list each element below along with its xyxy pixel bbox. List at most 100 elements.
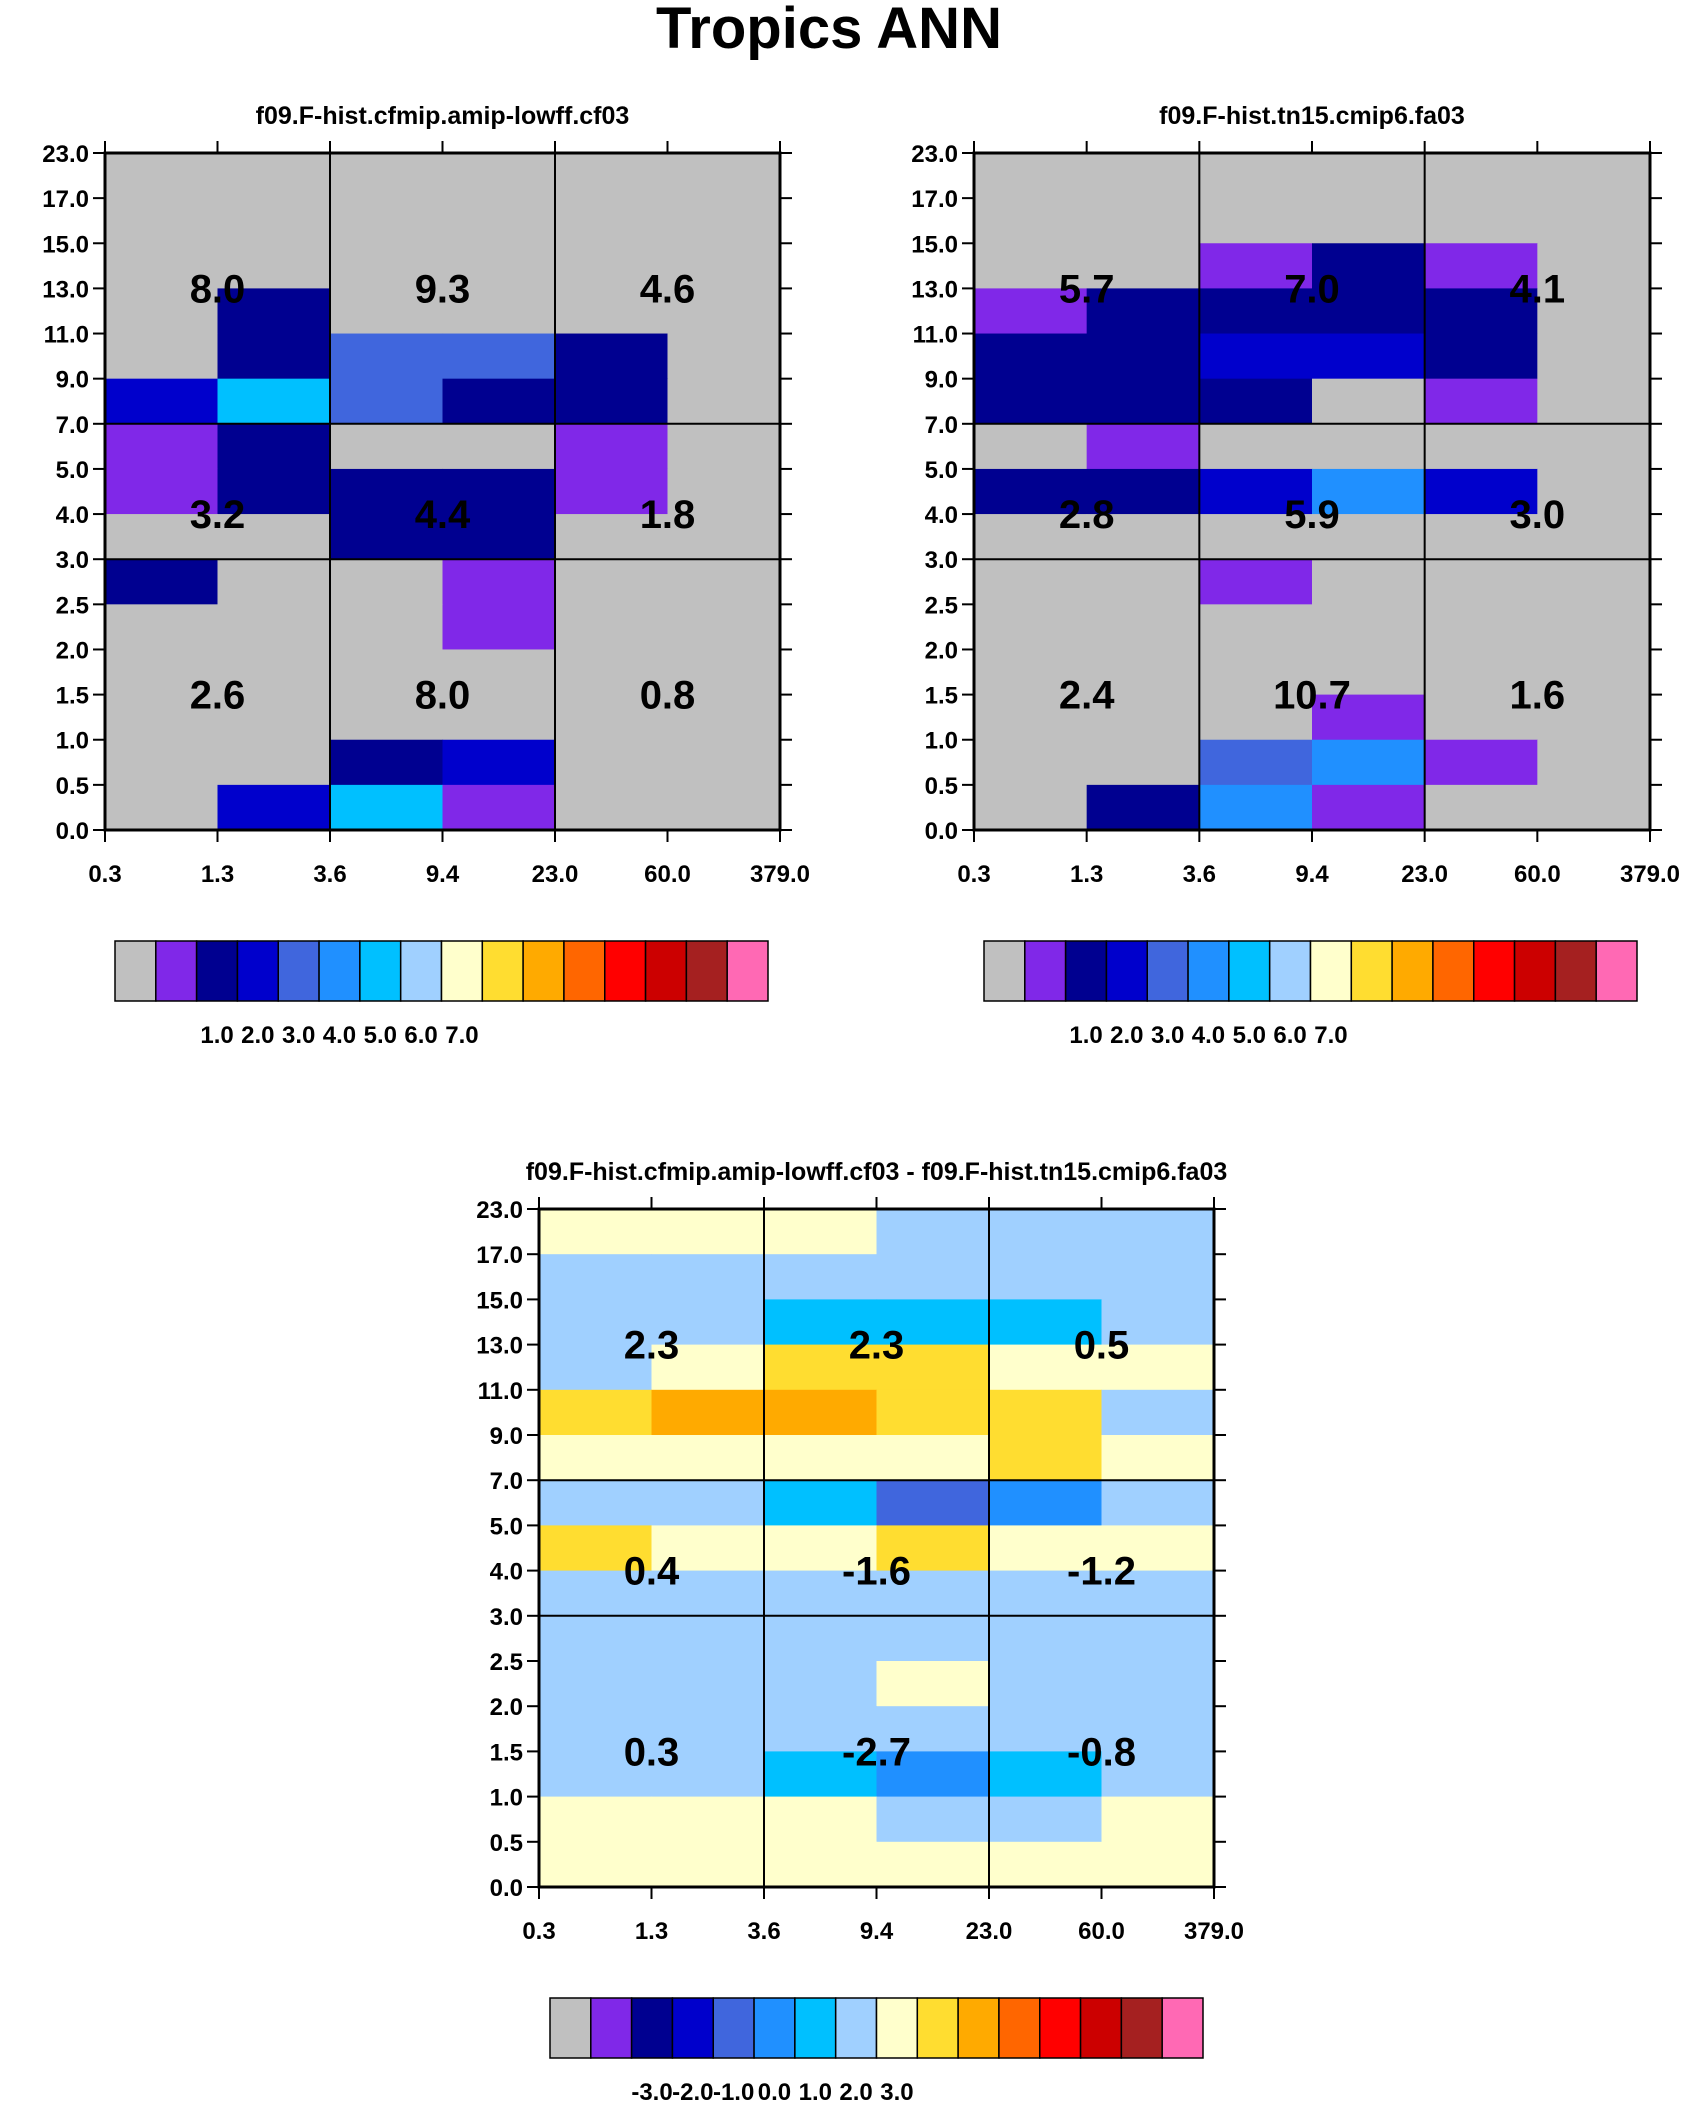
heatmap-cell: [105, 198, 219, 244]
colorbar-swatch: [1039, 1997, 1082, 2059]
heatmap-cell: [539, 1435, 653, 1481]
heatmap-cell: [651, 1209, 765, 1255]
colorbar-label: 7.0: [1314, 1022, 1347, 1049]
heatmap-cell: [1537, 649, 1651, 696]
heatmap-cell: [1424, 198, 1538, 244]
y-tick-label: 11.0: [44, 322, 89, 349]
region-value-label: 1.8: [640, 493, 696, 537]
heatmap-cell: [989, 1480, 1103, 1526]
heatmap-cell: [539, 1615, 653, 1662]
heatmap-cell: [989, 1570, 1103, 1617]
heatmap-cell: [764, 1525, 878, 1572]
heatmap-cell: [1086, 739, 1200, 786]
y-tick-label: 15.0: [476, 1287, 523, 1314]
colorbar-label: 0.0: [758, 2079, 791, 2106]
heatmap-cell: [1312, 559, 1426, 605]
heatmap-cell: [974, 198, 1088, 244]
heatmap-cell: [876, 1435, 990, 1481]
region-value-label: 4.1: [1510, 267, 1566, 311]
y-tick-label: 11.0: [913, 322, 958, 349]
heatmap-cell: [217, 198, 331, 244]
heatmap-cell: [442, 514, 556, 560]
colorbar-label: 2.0: [241, 1022, 274, 1049]
heatmap-cell: [1086, 378, 1200, 425]
heatmap-cell: [1312, 423, 1426, 470]
heatmap-cell: [1537, 514, 1651, 560]
region-value-label: 2.3: [624, 1324, 680, 1368]
heatmap-cell: [539, 1389, 653, 1436]
heatmap-cell: [974, 784, 1088, 831]
colorbar-label: 1.0: [200, 1022, 233, 1049]
colorbar-swatch: [1473, 940, 1516, 1002]
region-value-label: 0.3: [624, 1730, 680, 1774]
heatmap-cell: [876, 1661, 990, 1707]
colorbar-swatch: [114, 940, 157, 1002]
colorbar-label: 1.0: [799, 2079, 832, 2106]
heatmap-cell: [876, 1480, 990, 1526]
colorbar-swatch: [916, 1997, 959, 2059]
heatmap-cell: [1424, 288, 1538, 335]
region-value-label: 4.6: [640, 267, 696, 311]
heatmap-cell: [217, 378, 331, 425]
heatmap-cell: [1424, 649, 1538, 696]
heatmap-cell: [105, 333, 219, 380]
heatmap-cell: [651, 1615, 765, 1662]
heatmap-cell: [555, 739, 669, 786]
heatmap-cell: [1101, 1706, 1215, 1752]
y-tick-label: 0.5: [490, 1830, 523, 1857]
heatmap-cell: [1199, 784, 1313, 831]
y-tick-label: 3.0: [490, 1604, 523, 1631]
x-tick-label: 60.0: [1078, 1918, 1125, 1945]
heatmap-cell: [217, 153, 331, 199]
colorbar-label: 3.0: [1151, 1022, 1184, 1049]
panel-title: f09.F-hist.tn15.cmip6.fa03: [1159, 102, 1465, 130]
y-tick-label: 1.5: [925, 683, 958, 710]
heatmap-cell: [989, 1615, 1103, 1662]
region-value-label: 0.4: [624, 1550, 680, 1594]
heatmap-cell: [974, 559, 1088, 605]
colorbar-swatch: [1064, 940, 1108, 1002]
heatmap-cell: [330, 739, 444, 786]
region-value-label: 8.0: [190, 267, 246, 311]
heatmap-cell: [1101, 1209, 1215, 1255]
heatmap-cell: [667, 243, 781, 289]
heatmap-cell: [764, 1615, 878, 1662]
heatmap-cell: [105, 604, 219, 651]
x-tick-label: 379.0: [1184, 1918, 1244, 1945]
y-tick-label: 13.0: [42, 276, 89, 303]
heatmap-cell: [667, 423, 781, 470]
heatmap-cell: [539, 1344, 653, 1391]
heatmap-cell: [876, 1796, 990, 1843]
heatmap-cell: [764, 1209, 878, 1255]
heatmap-cell: [1312, 243, 1426, 289]
heatmap-cell: [1199, 153, 1313, 199]
colorbar-swatch: [1350, 940, 1393, 1002]
colorbar-label: 3.0: [282, 1022, 315, 1049]
heatmap-cell: [974, 378, 1088, 425]
heatmap-cell: [1101, 1389, 1215, 1436]
colorbar-swatch: [1432, 940, 1475, 1002]
heatmap-cell: [442, 649, 556, 696]
heatmap-cell: [1312, 514, 1426, 560]
y-tick-label: 11.0: [478, 1378, 523, 1405]
colorbar-label: 5.0: [364, 1022, 397, 1049]
heatmap-cell: [105, 153, 219, 199]
heatmap-cell: [1101, 1435, 1215, 1481]
colorbar-swatch: [318, 940, 361, 1002]
heatmap-cell: [667, 333, 781, 380]
colorbar-label: -3.0: [631, 2079, 672, 2106]
heatmap-cell: [974, 423, 1088, 470]
x-tick-label: 60.0: [1514, 861, 1561, 888]
heatmap-cell: [667, 468, 781, 515]
heatmap-cell: [1199, 378, 1313, 425]
heatmap-cell: [1086, 243, 1200, 289]
y-tick-label: 2.0: [56, 637, 89, 664]
heatmap-cell: [1312, 784, 1426, 831]
heatmap-cell: [1537, 153, 1651, 199]
y-tick-label: 13.0: [911, 276, 958, 303]
heatmap-cell: [1312, 198, 1426, 244]
region-value-label: 4.4: [415, 493, 471, 537]
heatmap-cell: [442, 423, 556, 470]
heatmap-cell: [876, 1344, 990, 1391]
colorbar-swatch: [1228, 940, 1271, 1002]
